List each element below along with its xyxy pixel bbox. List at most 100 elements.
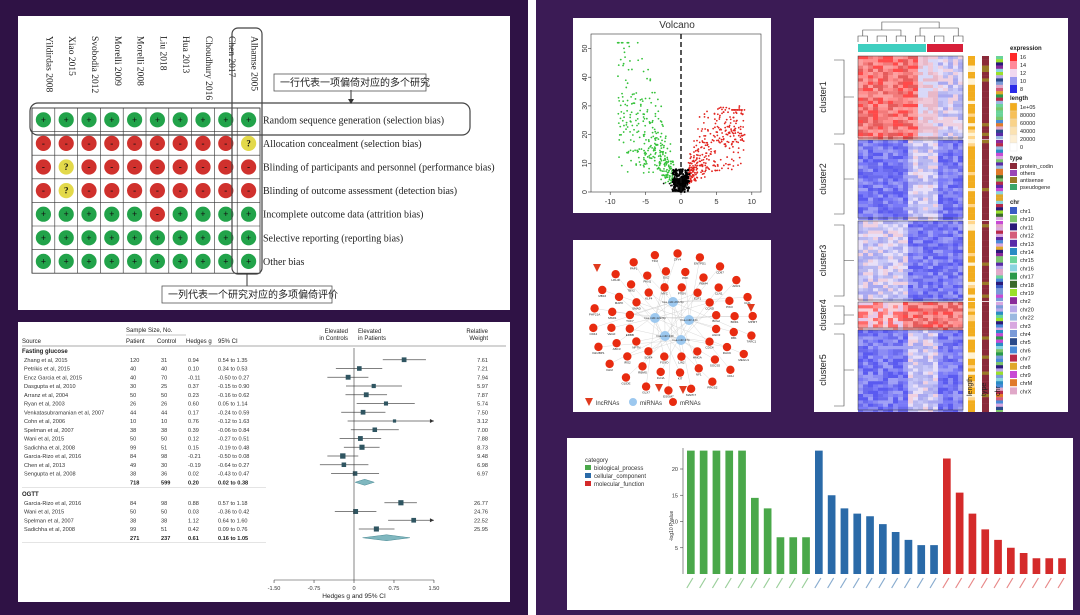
mrna-node: TARC1: [747, 331, 757, 344]
forest-plot: Sample Size, No. Source Patient Control …: [22, 328, 506, 600]
rob-judgement-cell: +: [58, 253, 74, 269]
go-term-bar: [1019, 553, 1028, 574]
svg-text:Encz Garcia et al, 2015: Encz Garcia et al, 2015: [24, 375, 82, 381]
study-label: Chen 2017: [226, 36, 236, 78]
go-term-bar: [1032, 558, 1041, 574]
mrna-node: NF1: [694, 364, 703, 376]
svg-text:MEGU1: MEGU1: [738, 358, 749, 362]
rob-judgement-cell: +: [104, 112, 120, 128]
go-term-bar: [968, 513, 977, 574]
svg-text:20000: 20000: [1020, 137, 1035, 143]
col-control: Control: [157, 339, 176, 345]
rob-judgement-cell: +: [35, 112, 51, 128]
forest-row: Sengupta et al, 2008 38 36 0.02 -0.43 to 0.4…: [24, 471, 488, 478]
go-term-bar: [827, 495, 836, 574]
svg-text:Spelman et al, 2007: Spelman et al, 2007: [24, 428, 74, 434]
rob-judgement-cell: ?: [241, 135, 257, 151]
svg-text:E2F1: E2F1: [694, 297, 702, 301]
svg-text:RBMS: RBMS: [638, 370, 647, 374]
svg-text:-: -: [42, 162, 45, 172]
svg-text:IRS2: IRS2: [624, 360, 631, 364]
svg-text:PIK3: PIK3: [726, 305, 733, 309]
svg-text:0.02 to 0.38: 0.02 to 0.38: [218, 480, 248, 486]
volcano-xtick: 0: [679, 197, 683, 206]
go-term-bar: [802, 537, 810, 574]
mrna-node: BRD1: [730, 311, 739, 324]
rob-judgement-cell: -: [172, 135, 188, 151]
col-ci: 95% CI: [218, 339, 238, 345]
legend-lnc: lncRNAs: [596, 401, 619, 407]
svg-text:+: +: [200, 256, 205, 266]
rob-judgement-cell: -: [241, 183, 257, 199]
svg-text:-: -: [156, 186, 159, 196]
mrna-node: MSR1: [608, 307, 617, 320]
svg-text:Wani et al, 2015: Wani et al, 2015: [24, 510, 64, 516]
svg-text:0.09 to 0.76: 0.09 to 0.76: [218, 527, 248, 533]
go-term-bar: [763, 508, 772, 574]
svg-text:ENTPD1: ENTPD1: [694, 261, 706, 265]
lncrna-node: [593, 264, 601, 272]
volcano-ytick: 0: [582, 190, 589, 194]
svg-text:hsa-miR-330: hsa-miR-330: [656, 334, 674, 338]
bar-legend: category biological_process cellular_com…: [585, 458, 646, 488]
svg-text:chr5: chr5: [1020, 340, 1031, 346]
svg-text:hsa-miR-374: hsa-miR-374: [672, 338, 690, 342]
svg-text:+: +: [223, 256, 228, 266]
volcano-ytick: 10: [582, 159, 589, 167]
rob-judgement-cell: +: [172, 230, 188, 246]
svg-text:CD97: CD97: [716, 271, 724, 275]
rob-judgement-cell: -: [218, 183, 234, 199]
svg-text:26.77: 26.77: [474, 501, 488, 507]
svg-text:-0.43 to 0.47: -0.43 to 0.47: [218, 472, 249, 478]
svg-text:50: 50: [130, 510, 136, 516]
forest-row: Garcia-Rizo et al, 2016 84 98 -0.21 -0.50 to…: [24, 453, 488, 460]
rob-judgement-cell: -: [104, 183, 120, 199]
svg-text:+: +: [223, 209, 228, 219]
svg-text:length: length: [1010, 96, 1028, 102]
svg-text:3.12: 3.12: [477, 419, 488, 425]
svg-text:ABC3: ABC3: [613, 347, 621, 351]
svg-text:-: -: [88, 162, 91, 172]
svg-text:chr20: chr20: [1020, 307, 1034, 313]
volcano-xtick: -10: [605, 197, 616, 206]
mrna-node: FLNA: [656, 367, 665, 380]
svg-text:+: +: [109, 233, 114, 243]
svg-text:Sadichha et al, 2008: Sadichha et al, 2008: [24, 527, 75, 533]
svg-text:chr1: chr1: [1020, 209, 1031, 215]
svg-text:-: -: [224, 162, 227, 172]
svg-text:0.39: 0.39: [188, 428, 199, 434]
mrna-node: PTEN: [677, 283, 686, 295]
svg-text:KIT: KIT: [678, 377, 683, 381]
svg-text:-: -: [179, 162, 182, 172]
forest-tick-label: 0: [352, 586, 355, 592]
svg-text:0.88: 0.88: [188, 501, 199, 507]
mrna-node: FOXO: [660, 352, 669, 365]
rob-judgement-cell: -: [104, 159, 120, 175]
svg-text:hsa-miR-144: hsa-miR-144: [680, 318, 698, 322]
rob-judgement-cell: +: [104, 206, 120, 222]
bias-domain-label: Blinding of participants and personnel (…: [263, 163, 495, 174]
svg-text:SOX4: SOX4: [644, 355, 652, 359]
go-term-bar: [1058, 558, 1066, 574]
svg-text:98: 98: [161, 501, 167, 507]
svg-text:AGO2: AGO2: [712, 333, 721, 337]
go-enrichment-bar-chart: category biological_process cellular_com…: [585, 448, 1066, 589]
go-term-label-blur: [1057, 577, 1065, 589]
svg-text:-: -: [133, 186, 136, 196]
svg-text:-: -: [110, 186, 113, 196]
svg-text:+: +: [155, 115, 160, 125]
svg-text:50: 50: [130, 393, 136, 399]
mrna-node: PIK3: [725, 296, 734, 309]
mrna-node: LIN2: [677, 352, 686, 365]
go-term-label-blur: [788, 577, 796, 589]
go-term-bar: [930, 545, 938, 574]
mrna-node: PRGS2: [707, 377, 718, 390]
svg-text:chr8: chr8: [1020, 365, 1031, 371]
svg-text:chr18: chr18: [1020, 283, 1034, 289]
svg-text:-0.15 to 0.90: -0.15 to 0.90: [218, 384, 249, 390]
header-group: Sample Size, No.: [126, 328, 173, 334]
svg-text:84: 84: [130, 501, 136, 507]
svg-text:237: 237: [161, 536, 170, 542]
lncrna-node: [655, 384, 663, 392]
svg-text:50: 50: [161, 437, 167, 443]
